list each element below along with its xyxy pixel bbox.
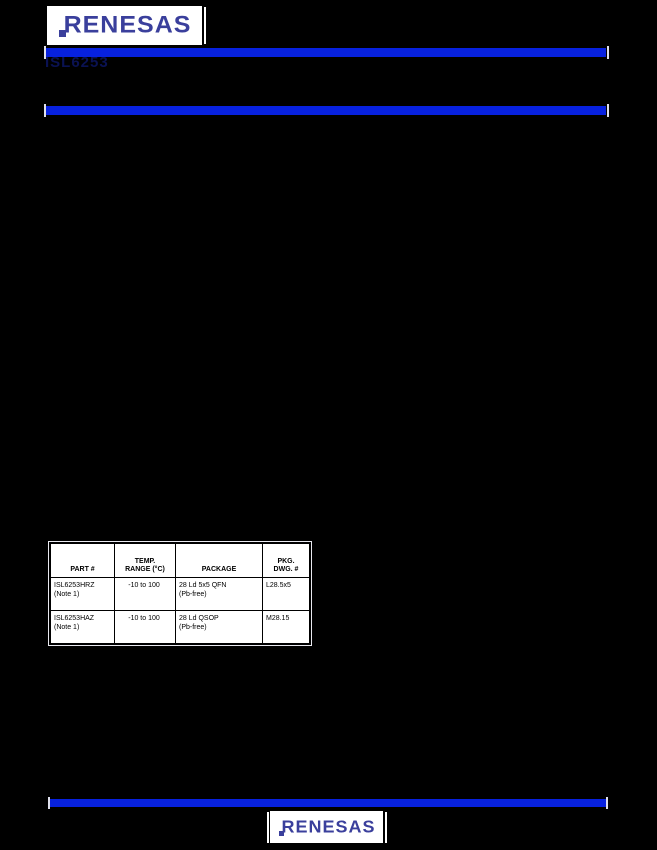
ordering-info-table: PART # TEMP. RANGE (°C) PACKAGE PKG. DWG…: [48, 541, 312, 646]
part-number-headline: ISL6253: [45, 54, 109, 71]
rule-end-tick: [48, 797, 50, 809]
header-rule-bottom: [45, 106, 606, 115]
footer-logo-edge-line: [267, 812, 269, 843]
package-cell: 28 Ld 5x5 QFN (Pb-free): [175, 577, 263, 611]
col-header-temp-range: TEMP. RANGE (°C): [114, 543, 176, 578]
renesas-r-dot-icon: [59, 30, 66, 37]
ordering-info-table-grid: PART # TEMP. RANGE (°C) PACKAGE PKG. DWG…: [50, 543, 310, 644]
table-row: ISL6253HRZ (Note 1) -10 to 100 28 Ld 5x5…: [50, 577, 310, 611]
package-cell: 28 Ld QSOP (Pb-free): [175, 610, 263, 644]
rule-end-tick: [44, 46, 46, 59]
rule-end-tick: [44, 104, 46, 117]
part-number-cell: ISL6253HRZ (Note 1): [50, 577, 115, 611]
temp-range-cell: -10 to 100: [114, 610, 176, 644]
rule-end-tick: [607, 104, 609, 117]
table-header-row: PART # TEMP. RANGE (°C) PACKAGE PKG. DWG…: [50, 543, 310, 578]
header-logo-edge-line: [204, 7, 206, 44]
renesas-logo-text: RENESAS: [63, 11, 192, 39]
footer-logo-edge-line: [385, 812, 387, 843]
renesas-logo-text: RENESAS: [281, 817, 376, 837]
header-rule-top: [45, 48, 606, 57]
part-number-cell: ISL6253HAZ (Note 1): [50, 610, 115, 644]
temp-range-cell: -10 to 100: [114, 577, 176, 611]
footer-logo-box: RENESAS: [270, 811, 383, 843]
rule-end-tick: [606, 797, 608, 809]
renesas-r-dot-icon: [279, 831, 284, 836]
col-header-pkg-dwg: PKG. DWG. #: [262, 543, 310, 578]
pkg-dwg-cell: L28.5x5: [262, 577, 310, 611]
col-header-package: PACKAGE: [175, 543, 263, 578]
rule-end-tick: [607, 46, 609, 59]
col-header-part: PART #: [50, 543, 115, 578]
header-logo-box: RENESAS: [47, 6, 202, 45]
footer-rule: [50, 799, 606, 807]
table-row: ISL6253HAZ (Note 1) -10 to 100 28 Ld QSO…: [50, 610, 310, 644]
pkg-dwg-cell: M28.15: [262, 610, 310, 644]
